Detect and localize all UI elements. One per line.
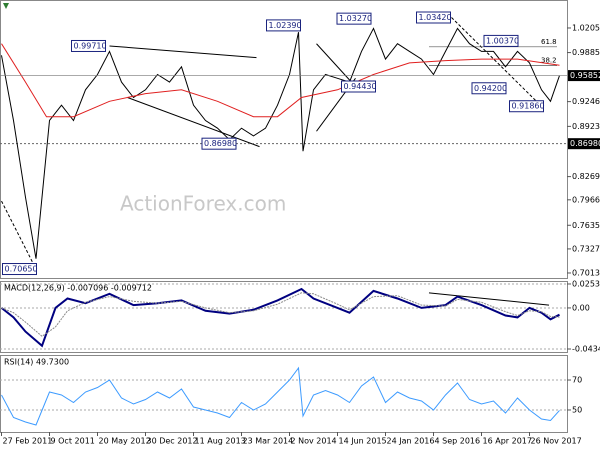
x-tick-label: 2 Nov 2014	[291, 437, 337, 446]
series-line	[1, 43, 560, 118]
annotation-box	[416, 11, 451, 24]
annotation-label: 0.94200	[474, 84, 507, 93]
annotation-box	[201, 137, 237, 150]
y-tick-label: 50	[572, 405, 582, 414]
y-tick-label: 0.025353	[572, 279, 600, 288]
annotation-label: 0.91860	[512, 102, 545, 111]
y-tick-label: 70	[572, 376, 582, 385]
annotation-label: 0.70650	[5, 265, 38, 274]
annotation-label: 1.00370	[486, 36, 519, 45]
level-box	[568, 138, 600, 150]
watermark: ActionForex.com	[120, 192, 286, 216]
annotation-box	[509, 100, 544, 113]
y-tick-label: 0.70135	[572, 268, 600, 277]
annotation-label: 1.03420	[419, 13, 452, 22]
y-tick-label: 0.89235	[572, 122, 600, 131]
annotation-label: 0.99710	[74, 41, 107, 50]
x-tick-label: 16 Apr 2017	[483, 437, 532, 446]
current-box	[568, 70, 600, 82]
annotation-box	[341, 80, 376, 93]
annotation-box	[2, 263, 37, 276]
x-tick-label: 23 Mar 2014	[243, 437, 294, 446]
current-label: 0.95852	[570, 71, 600, 80]
trendline	[127, 97, 260, 148]
series-line	[1, 366, 560, 426]
annotation-box	[336, 12, 372, 25]
series-line	[0, 287, 560, 348]
trendline	[428, 292, 550, 306]
trendline	[316, 43, 356, 87]
annotation-box	[71, 39, 106, 52]
y-tick-label: 1.02055	[572, 23, 600, 32]
series-line	[1, 292, 560, 337]
x-tick-label: 26 Nov 2017	[531, 437, 582, 446]
fib-label: 61.8	[541, 38, 557, 46]
annotation-label: 1.03270	[339, 14, 372, 23]
y-tick-label: 0.79665	[572, 195, 600, 204]
fib-label: 38.2	[541, 57, 557, 65]
header-icon	[3, 3, 9, 9]
x-tick-label: 27 Feb 2011	[3, 437, 53, 446]
x-tick-label: 11 Aug 2013	[195, 437, 246, 446]
annotation-label: 0.86980	[204, 139, 237, 148]
annotation-box	[471, 82, 507, 95]
x-tick-label: 9 Oct 2011	[51, 437, 95, 446]
trendline	[451, 17, 542, 107]
x-tick-label: 14 Jun 2015	[339, 437, 387, 446]
y-tick-label: -0.043419	[572, 344, 600, 353]
y-tick-label: 0.00	[572, 303, 590, 312]
annotation-box	[483, 34, 519, 47]
x-tick-label: 4 Sep 2016	[435, 437, 481, 446]
annotation-label: 1.02390	[269, 21, 302, 30]
x-tick-label: 24 Jan 2016	[387, 437, 435, 446]
x-tick-label: 30 Dec 2012	[147, 437, 198, 446]
trendline	[109, 45, 257, 59]
level-label: 0.86980	[570, 139, 600, 148]
panel-frame	[0, 0, 568, 279]
series-line	[1, 27, 560, 259]
panel-frame	[0, 281, 568, 353]
annotation-box	[266, 19, 301, 32]
panel-header: MACD(12,26,9) -0.007096 -0.009712	[4, 284, 152, 293]
panel-header: RSI(14) 49.7300	[4, 358, 69, 367]
trendline	[1, 200, 37, 270]
panel-frame	[0, 355, 568, 433]
x-tick-label: 20 May 2012	[99, 437, 151, 446]
annotation-label: 0.94430	[344, 82, 377, 91]
